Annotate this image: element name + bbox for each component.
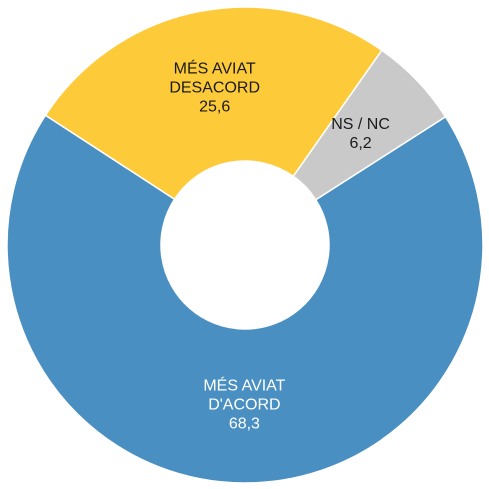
slice-label: MÉS AVIAT DESACORD 25,6 <box>150 59 280 116</box>
slice-label: MÉS AVIAT D'ACORD 68,3 <box>179 376 309 433</box>
slice-label: NS / NC 6,2 <box>296 115 426 153</box>
slice <box>292 49 447 201</box>
category-label: MÉS AVIAT D'ACORD <box>203 377 286 414</box>
value-label: 6,2 <box>349 135 372 153</box>
slice <box>44 6 383 201</box>
category-label: NS / NC <box>331 116 390 134</box>
value-label: 68,3 <box>228 415 260 433</box>
value-label: 25,6 <box>199 98 231 116</box>
category-label: MÉS AVIAT DESACORD <box>169 60 260 97</box>
slice <box>6 114 484 484</box>
